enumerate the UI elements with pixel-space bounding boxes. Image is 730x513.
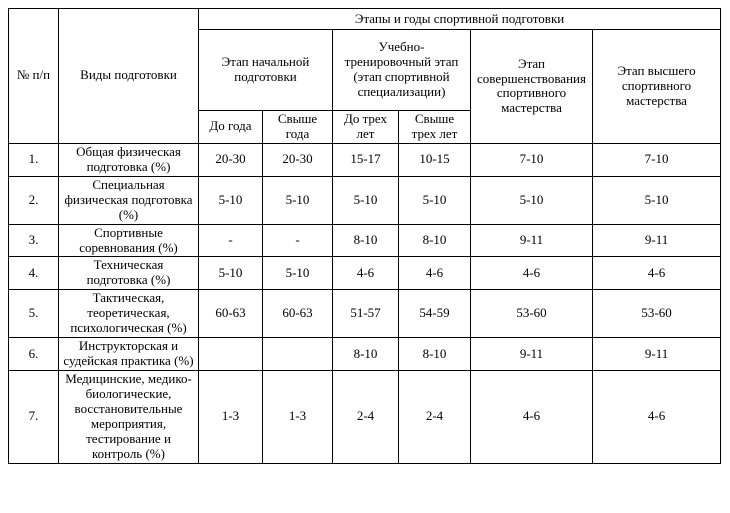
value-cell: 60-63 <box>262 289 333 339</box>
table-row: 7. Медицинские, медико-биологические, вос… <box>8 370 722 464</box>
period-header-under-year: До года <box>198 110 263 144</box>
table-row: 6. Инструкторская и судейская практика (%… <box>8 337 722 371</box>
row-number: 5. <box>8 289 59 339</box>
table-header: № п/п Виды подготовки Этапы и годы спорт… <box>8 8 722 144</box>
table-row: 2. Специальная физическая подготовка (%) 5… <box>8 175 722 225</box>
value-cell: 60-63 <box>198 289 263 339</box>
value-cell <box>262 337 333 371</box>
value-cell: 5-10 <box>470 175 593 225</box>
value-cell: 15-17 <box>332 142 399 177</box>
value-cell: 4-6 <box>470 256 593 291</box>
value-cell: 9-11 <box>470 337 593 371</box>
row-number: 3. <box>8 223 59 258</box>
value-cell: 2-4 <box>332 370 399 464</box>
value-cell: 9-11 <box>591 223 722 258</box>
training-type-label: Тактическая, теоретическая, психологичес… <box>58 289 199 339</box>
value-cell: 5-10 <box>398 175 471 225</box>
table-row: 1. Общая физическая подготовка (%) 20-30 20… <box>8 142 722 177</box>
value-cell: 5-10 <box>198 256 263 291</box>
row-number: 7. <box>8 370 59 464</box>
value-cell: 53-60 <box>470 289 593 339</box>
value-cell: 1-3 <box>262 370 333 464</box>
value-cell: 51-57 <box>332 289 399 339</box>
value-cell <box>198 337 263 371</box>
training-type-label: Техническая подготовка (%) <box>58 256 199 291</box>
training-type-label: Медицинские, медико-биологические, восст… <box>58 370 199 464</box>
value-cell: 5-10 <box>591 175 722 225</box>
value-cell: 20-30 <box>198 142 263 177</box>
column-header-training-types: Виды подготовки <box>58 8 199 144</box>
value-cell: 4-6 <box>332 256 399 291</box>
value-cell: 4-6 <box>591 256 722 291</box>
period-header-over-three-years: Свыше трех лет <box>398 110 471 144</box>
value-cell: 7-10 <box>470 142 593 177</box>
value-cell: 4-6 <box>591 370 722 464</box>
value-cell: 5-10 <box>262 256 333 291</box>
value-cell: 10-15 <box>398 142 471 177</box>
value-cell: 8-10 <box>398 223 471 258</box>
value-cell: 5-10 <box>198 175 263 225</box>
header-row-top: № п/п Виды подготовки Этапы и годы спорт… <box>8 8 722 144</box>
table-body: 1. Общая физическая подготовка (%) 20-30 20… <box>8 142 722 464</box>
training-type-label: Специальная физическая подготовка (%) <box>58 175 199 225</box>
stage-header-training: Учебно-тренировочный этап (этап спортивн… <box>332 29 471 111</box>
header-row-periods: До года Свыше года До трех лет Свыше тре… <box>9 110 721 144</box>
value-cell: 8-10 <box>398 337 471 371</box>
value-cell: - <box>262 223 333 258</box>
value-cell: 4-6 <box>470 370 593 464</box>
value-cell: 8-10 <box>332 223 399 258</box>
table-row: 5. Тактическая, теоретическая, психологич… <box>8 289 722 339</box>
stage-header-highest: Этап высшего спортивного мастерства <box>591 29 722 144</box>
table-row: 4. Техническая подготовка (%) 5-10 5-10 4-6 4… <box>8 256 722 291</box>
row-number: 1. <box>8 142 59 177</box>
value-cell: 53-60 <box>591 289 722 339</box>
training-distribution-table: № п/п Виды подготовки Этапы и годы спорт… <box>8 8 722 464</box>
stage-header-initial: Этап начальной подготовки <box>198 29 333 111</box>
row-number: 4. <box>8 256 59 291</box>
training-type-label: Инструкторская и судейская практика (%) <box>58 337 199 371</box>
value-cell: 9-11 <box>470 223 593 258</box>
value-cell: 1-3 <box>198 370 263 464</box>
value-cell: 8-10 <box>332 337 399 371</box>
column-header-number: № п/п <box>8 8 59 144</box>
value-cell: 54-59 <box>398 289 471 339</box>
value-cell: 4-6 <box>398 256 471 291</box>
table-title-header: Этапы и годы спортивной подготовки <box>197 8 722 30</box>
period-header-under-three-years: До трех лет <box>332 110 399 144</box>
stage-header-improvement: Этап совершенствования спортивного масте… <box>470 29 593 144</box>
row-number: 6. <box>8 337 59 371</box>
row-number: 2. <box>8 175 59 225</box>
training-type-label: Общая физическая подготовка (%) <box>58 142 199 177</box>
training-type-label: Спортивные соревнования (%) <box>58 223 199 258</box>
value-cell: - <box>198 223 263 258</box>
value-cell: 5-10 <box>262 175 333 225</box>
value-cell: 2-4 <box>398 370 471 464</box>
value-cell: 5-10 <box>332 175 399 225</box>
value-cell: 7-10 <box>591 142 722 177</box>
header-row-stages: Этап начальной подготовки Учебно-трениро… <box>9 29 722 144</box>
period-header-over-year: Свыше года <box>262 110 333 144</box>
value-cell: 20-30 <box>262 142 333 177</box>
table-row: 3. Спортивные соревнования (%) - -8-10 8-10 9… <box>8 223 722 258</box>
value-cell: 9-11 <box>591 337 722 371</box>
